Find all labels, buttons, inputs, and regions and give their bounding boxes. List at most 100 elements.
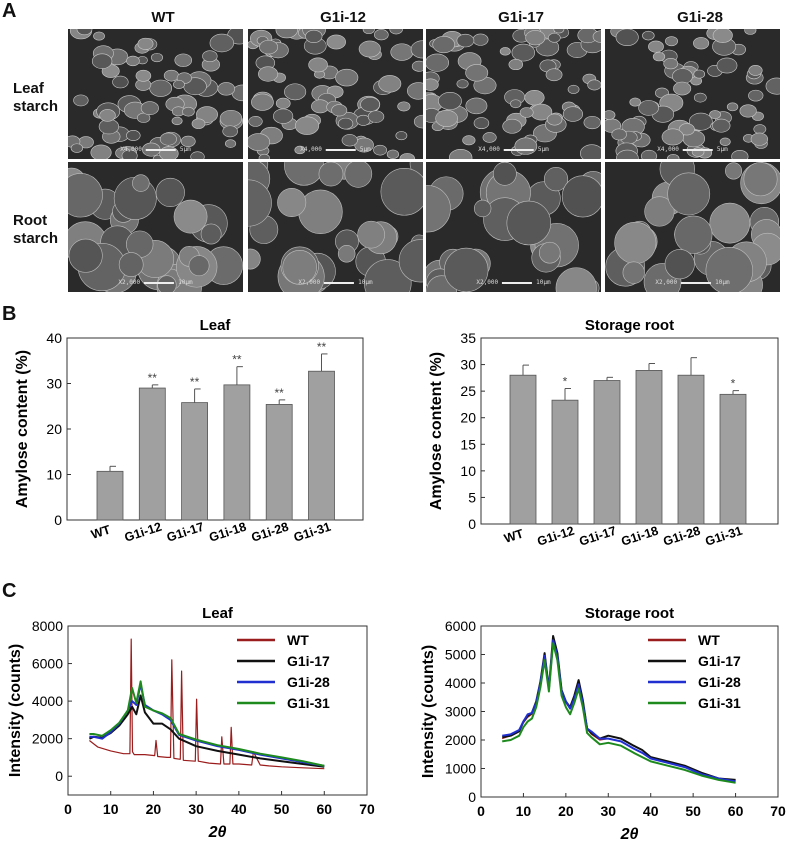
sem-texture (426, 162, 601, 292)
panel-letter-a: A (2, 0, 17, 22)
y-tick-label: 10 (460, 463, 476, 479)
y-tick-label: 35 (460, 330, 476, 346)
significance-marker: ** (317, 340, 327, 354)
sem-image-leaf-g1i-17: X4,000 5µm (426, 29, 601, 159)
y-tick-label: 5 (468, 489, 476, 505)
x-category-label: G1i-17 (577, 524, 618, 549)
x-category-label: G1i-28 (661, 524, 702, 549)
bar (635, 370, 663, 525)
scale-bar: X2,000 10µm (655, 279, 730, 286)
sem-image-root-wt: X2,000 10µm (68, 162, 243, 292)
chart-title: Storage root (585, 317, 674, 334)
bar (593, 380, 621, 525)
y-tick-label: 2000 (445, 732, 476, 748)
x-category-label: G1i-12 (123, 520, 164, 545)
x-tick-label: 70 (359, 801, 375, 817)
sem-texture (605, 29, 780, 159)
y-tick-label: 30 (46, 376, 62, 392)
legend-label: G1i-28 (698, 674, 741, 690)
bar (96, 470, 124, 521)
x-tick-label: 40 (643, 803, 659, 819)
row-label-line2: starch (13, 98, 59, 115)
x-tick-label: 50 (685, 803, 701, 819)
y-tick-label: 6000 (445, 618, 476, 634)
panel-letter-c: C (2, 580, 17, 602)
series-line-g1i-28 (502, 639, 736, 783)
chart-title: Leaf (200, 317, 232, 334)
row-label-leaf-starch: Leaf starch (13, 80, 58, 116)
bar (181, 402, 209, 521)
sem-image-root-g1i-28: X2,000 10µm (605, 162, 780, 292)
x-tick-label: 30 (188, 801, 204, 817)
x-tick-label: 10 (103, 801, 119, 817)
y-tick-label: 5000 (445, 647, 476, 663)
x-category-label: G1i-31 (292, 520, 333, 545)
chart-content: Storage root 0 5 10 15 20 25 30 35 Amylose conten… (428, 317, 779, 549)
significance-marker: * (731, 377, 736, 391)
x-axis-label: 2θ (620, 826, 639, 843)
chart-content: Storage root 0 1000 2000 3000 4000 5000 6000 Int… (420, 605, 786, 843)
y-axis-label: Intensity (counts) (420, 645, 437, 778)
bar-chart-leaf-amylose: Leaf 0 10 20 30 40 Amylose content (%) WT ** G1i-… (14, 317, 364, 545)
legend-label: WT (698, 632, 720, 648)
y-tick-label: 0 (55, 768, 63, 784)
row-label-line2: starch (13, 230, 59, 247)
panel-letter-b: B (2, 303, 17, 325)
scale-bar: X2,000 10µm (298, 279, 373, 286)
series-line-g1i-31 (89, 680, 325, 767)
x-category-label: G1i-12 (535, 524, 576, 549)
chart-content: Leaf 0 2000 4000 6000 8000 Intensity (counts) 0… (7, 605, 375, 841)
legend-label: G1i-31 (287, 695, 330, 711)
sem-image-leaf-g1i-12: X4,000 5µm (248, 29, 423, 159)
bar (677, 374, 705, 525)
sem-image-root-g1i-17: X2,000 10µm (426, 162, 601, 292)
x-category-label: WT (502, 526, 525, 545)
scale-bar: X4,000 5µm (657, 146, 728, 153)
significance-marker: ** (232, 353, 242, 367)
y-tick-label: 0 (468, 516, 476, 532)
y-tick-label: 30 (460, 357, 476, 373)
y-tick-label: 1000 (445, 761, 476, 777)
chart-title: Leaf (202, 605, 234, 622)
column-header-g1i-28: G1i-28 (677, 9, 723, 26)
legend-label: G1i-17 (287, 653, 330, 669)
series-line-wt (89, 638, 325, 770)
sem-image-leaf-g1i-28: X4,000 5µm (605, 29, 780, 159)
x-category-label: WT (89, 522, 112, 541)
bar (265, 404, 293, 521)
plot-frame (480, 337, 779, 525)
bar (308, 370, 335, 521)
y-tick-label: 2000 (32, 731, 63, 747)
legend-label: G1i-28 (287, 674, 330, 690)
x-category-label: G1i-31 (703, 524, 744, 549)
x-tick-label: 20 (558, 803, 574, 819)
x-tick-label: 0 (477, 803, 485, 819)
sem-texture (248, 29, 423, 159)
x-axis-label: 2θ (208, 824, 227, 841)
x-tick-label: 20 (146, 801, 162, 817)
y-tick-label: 0 (468, 789, 476, 805)
sem-texture (426, 29, 601, 159)
chart-title: Storage root (585, 605, 674, 622)
bar (138, 387, 166, 521)
scale-bar: X2,000 10µm (118, 279, 193, 286)
significance-marker: ** (190, 375, 200, 389)
series-line-g1i-31 (502, 642, 736, 784)
chart-content: Leaf 0 10 20 30 40 Amylose content (%) WT ** G1i-… (14, 317, 364, 545)
x-tick-label: 0 (64, 801, 72, 817)
column-header-g1i-17: G1i-17 (498, 9, 544, 26)
significance-marker: ** (148, 371, 158, 385)
y-tick-label: 20 (460, 410, 476, 426)
x-category-label: G1i-18 (207, 520, 248, 545)
x-category-label: G1i-17 (165, 520, 206, 545)
sem-image-root-g1i-12: X2,000 10µm (248, 162, 423, 292)
legend-label: G1i-17 (698, 653, 741, 669)
bar-chart-root-amylose: Storage root 0 5 10 15 20 25 30 35 Amylose conten… (428, 317, 779, 549)
bar (719, 393, 747, 525)
x-category-label: G1i-28 (250, 520, 291, 545)
row-label-line1: Leaf (13, 80, 44, 97)
y-axis-label: Amylose content (%) (14, 350, 31, 508)
y-axis-label: Intensity (counts) (7, 644, 24, 777)
legend-label: G1i-31 (698, 695, 741, 711)
sem-texture (605, 162, 780, 292)
